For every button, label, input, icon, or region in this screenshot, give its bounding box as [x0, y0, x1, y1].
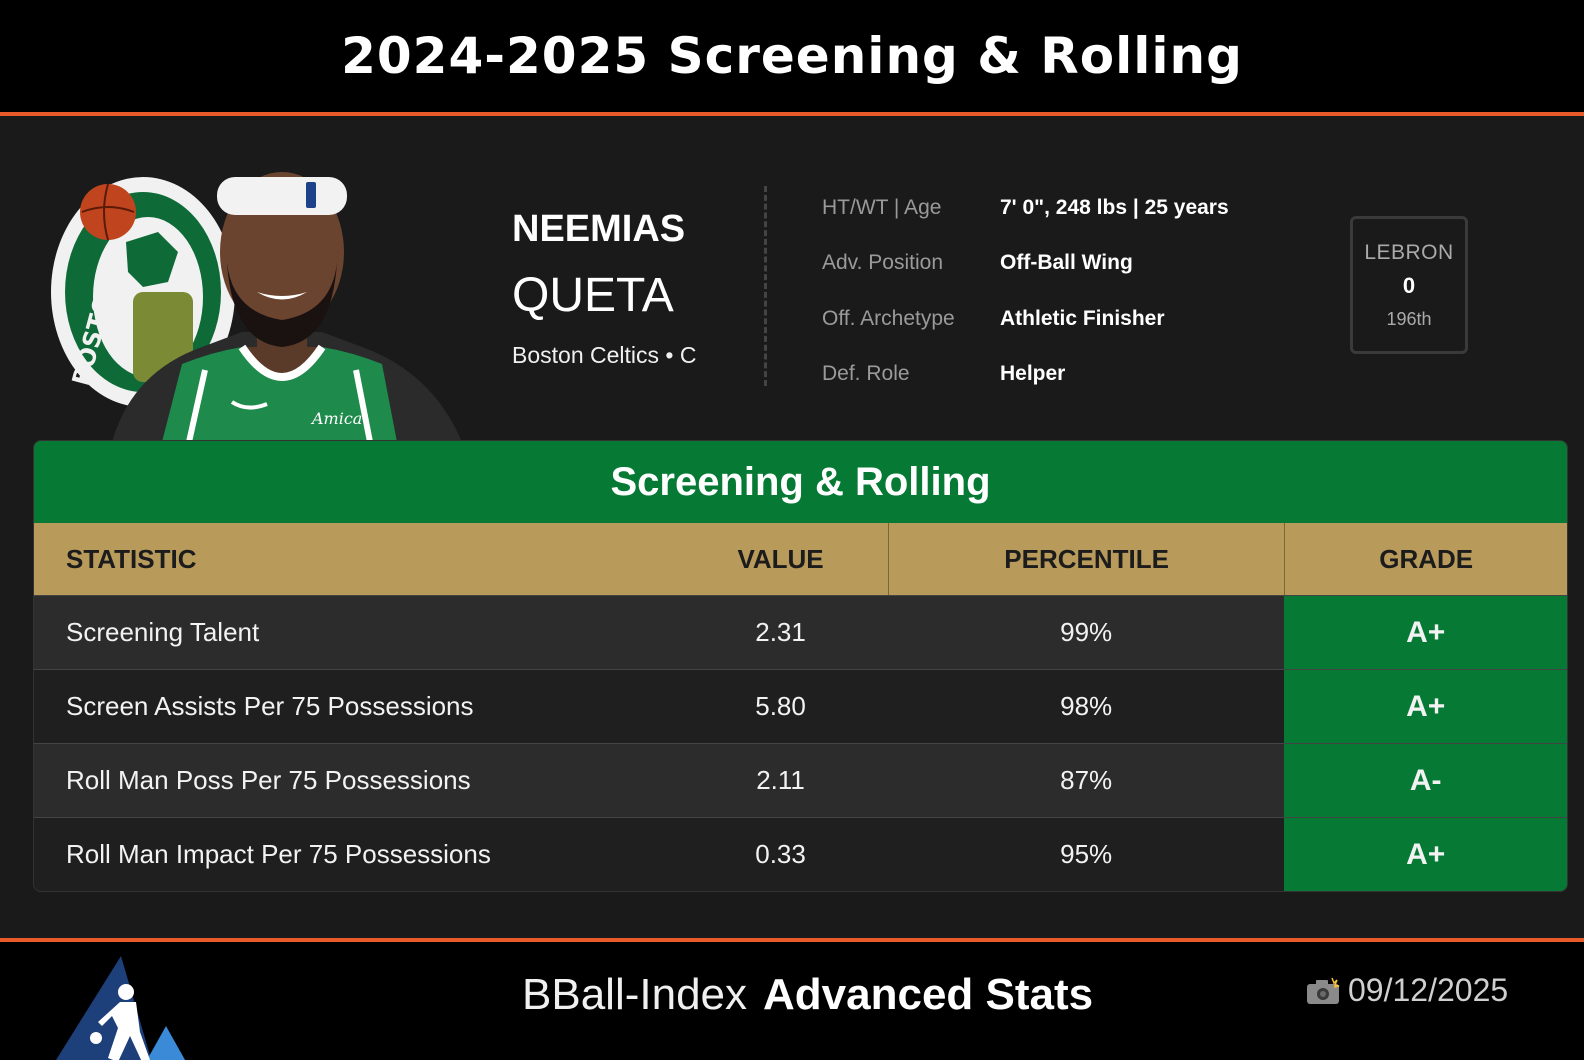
footer-brand: BBall-Index Advanced Stats — [522, 970, 1093, 1020]
table-row: Screening Talent 2.31 99% A+ — [34, 595, 1567, 669]
info-value-adv-position: Off-Ball Wing — [1000, 251, 1133, 274]
svg-text:Amica: Amica — [310, 409, 362, 428]
percentile-cell: 99% — [1060, 617, 1113, 647]
footer-accent-line — [0, 938, 1584, 942]
info-label-height-weight-age: HT/WT | Age — [822, 196, 942, 219]
stats-card-title: Screening & Rolling — [610, 459, 991, 504]
percentile-cell: 95% — [1060, 839, 1113, 869]
bball-index-logo-icon — [56, 956, 186, 1060]
grade-cell: A+ — [1284, 670, 1567, 743]
statistic-cell: Screen Assists Per 75 Possessions — [66, 691, 474, 721]
grade-cell: A+ — [1284, 596, 1567, 669]
statistic-cell: Roll Man Impact Per 75 Possessions — [66, 839, 491, 869]
boston-celtics-logo-icon: BOSTON — [51, 177, 235, 407]
info-value-def-role: Helper — [1000, 362, 1066, 385]
info-value-off-archetype: Athletic Finisher — [1000, 307, 1165, 330]
brand-name: BBall-Index — [522, 970, 748, 1019]
table-header-row: STATISTIC VALUE PERCENTILE GRADE — [34, 523, 1567, 595]
stats-table-card: Screening & Rolling STATISTIC VALUE PERC… — [33, 440, 1568, 892]
value-cell: 2.11 — [756, 765, 805, 795]
player-profile: BOSTON Amica NEEMIAS QUETA Boston Celtic… — [0, 120, 1584, 442]
statistic-cell: Screening Talent — [66, 617, 260, 647]
player-first-name: NEEMIAS — [512, 208, 686, 250]
lebron-rank: 196th — [1386, 309, 1432, 329]
table-body: Screening Talent 2.31 99% A+ Screen Assi… — [34, 595, 1567, 891]
stats-card-header: Screening & Rolling — [34, 441, 1567, 523]
player-team-position: Boston Celtics • C — [512, 342, 697, 368]
grade-cell: A- — [1284, 744, 1567, 817]
column-header-percentile: PERCENTILE — [887, 523, 1284, 595]
value-cell: 5.80 — [755, 691, 806, 721]
percentile-cell: 98% — [1060, 691, 1113, 721]
info-label-off-archetype: Off. Archetype — [822, 307, 955, 330]
table-row: Screen Assists Per 75 Possessions 5.80 9… — [34, 669, 1567, 743]
value-cell: 2.31 — [755, 617, 806, 647]
lebron-badge: LEBRON 0 196th — [1350, 216, 1468, 354]
brand-tagline: Advanced Stats — [763, 970, 1094, 1019]
page-title: 2024-2025 Screening & Rolling — [341, 27, 1243, 85]
lebron-value: 0 — [1402, 273, 1416, 298]
table-row: Roll Man Impact Per 75 Possessions 0.33 … — [34, 817, 1567, 891]
percentile-cell: 87% — [1060, 765, 1113, 795]
footer: BBall-Index Advanced Stats 09/12/2025 — [0, 942, 1584, 1060]
divider — [764, 186, 767, 386]
column-header-value: VALUE — [737, 543, 824, 574]
info-value-height-weight-age: 7' 0", 248 lbs | 25 years — [1000, 196, 1229, 219]
date-text: 09/12/2025 — [1348, 972, 1509, 1008]
grade-cell: A+ — [1284, 818, 1567, 891]
player-headshot: Amica — [112, 172, 462, 442]
title-bar: 2024-2025 Screening & Rolling — [0, 0, 1584, 116]
date-stamp: 09/12/2025 — [1306, 972, 1508, 1009]
value-cell: 0.33 — [755, 839, 806, 869]
info-label-def-role: Def. Role — [822, 362, 910, 385]
info-label-adv-position: Adv. Position — [822, 251, 944, 274]
lebron-label: LEBRON — [1364, 241, 1454, 264]
column-header-grade: GRADE — [1284, 523, 1567, 595]
table-row: Roll Man Poss Per 75 Possessions 2.11 87… — [34, 743, 1567, 817]
camera-flash-icon — [1307, 977, 1340, 1004]
statistic-cell: Roll Man Poss Per 75 Possessions — [66, 765, 471, 795]
player-last-name: QUETA — [512, 269, 674, 322]
column-header-statistic: STATISTIC — [66, 543, 197, 574]
